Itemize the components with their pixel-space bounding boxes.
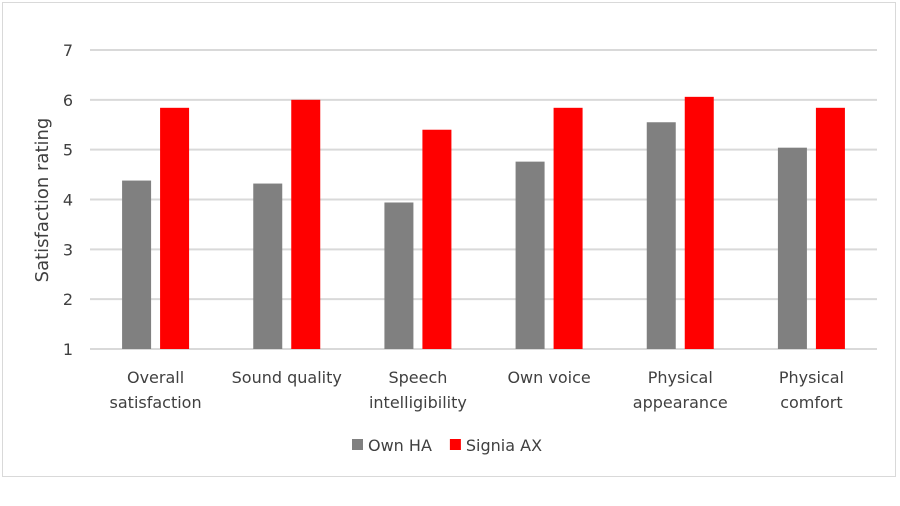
x-tick-label: Overall satisfaction [110, 368, 202, 412]
y-tick-label: 7 [63, 41, 73, 60]
bar-signia-ax [160, 107, 190, 349]
x-tick-label: Physical comfort [779, 368, 844, 412]
y-axis-label: Satisfaction rating [32, 118, 53, 283]
y-tick-label: 4 [63, 191, 73, 210]
x-tick-label-line: appearance [633, 393, 728, 412]
x-tick-label-line: Speech [388, 368, 447, 387]
x-tick-label-line: Own voice [507, 368, 590, 387]
bar-own-ha [515, 161, 545, 349]
y-tick-label: 2 [63, 290, 73, 309]
legend-swatch [352, 439, 363, 450]
x-tick-label-line: Physical [648, 368, 713, 387]
x-tick-label: Speech intelligibility [369, 368, 467, 412]
x-tick-label-line: Sound quality [232, 368, 342, 387]
x-tick-label-line: satisfaction [110, 393, 202, 412]
x-tick-label-line: Overall [127, 368, 184, 387]
legend-swatch [449, 439, 461, 450]
x-tick-label-line: Physical [779, 368, 844, 387]
y-tick-label: 3 [63, 240, 73, 259]
bar-signia-ax [422, 129, 452, 349]
x-tick-label-line: comfort [780, 393, 842, 412]
x-tick-label: Physical appearance [633, 368, 728, 412]
y-tick-label: 6 [63, 91, 73, 110]
y-tick-label: 5 [63, 141, 73, 160]
bar-signia-ax [291, 99, 321, 349]
chart-frame [2, 2, 896, 477]
bar-signia-ax [553, 107, 583, 349]
x-tick-label: Sound quality [232, 368, 342, 387]
bar-own-ha [253, 183, 283, 349]
y-tick-label: 1 [63, 340, 73, 359]
bar-own-ha [777, 147, 807, 349]
bar-own-ha [122, 180, 152, 349]
bar-own-ha [646, 122, 676, 349]
bar-signia-ax [815, 107, 845, 349]
legend-label: Signia AX [466, 436, 542, 455]
x-tick-label-line: intelligibility [369, 393, 467, 412]
bar-own-ha [384, 202, 414, 349]
x-tick-label: Own voice [507, 368, 590, 387]
legend-label: Own HA [368, 436, 432, 455]
bar-signia-ax [684, 96, 714, 350]
